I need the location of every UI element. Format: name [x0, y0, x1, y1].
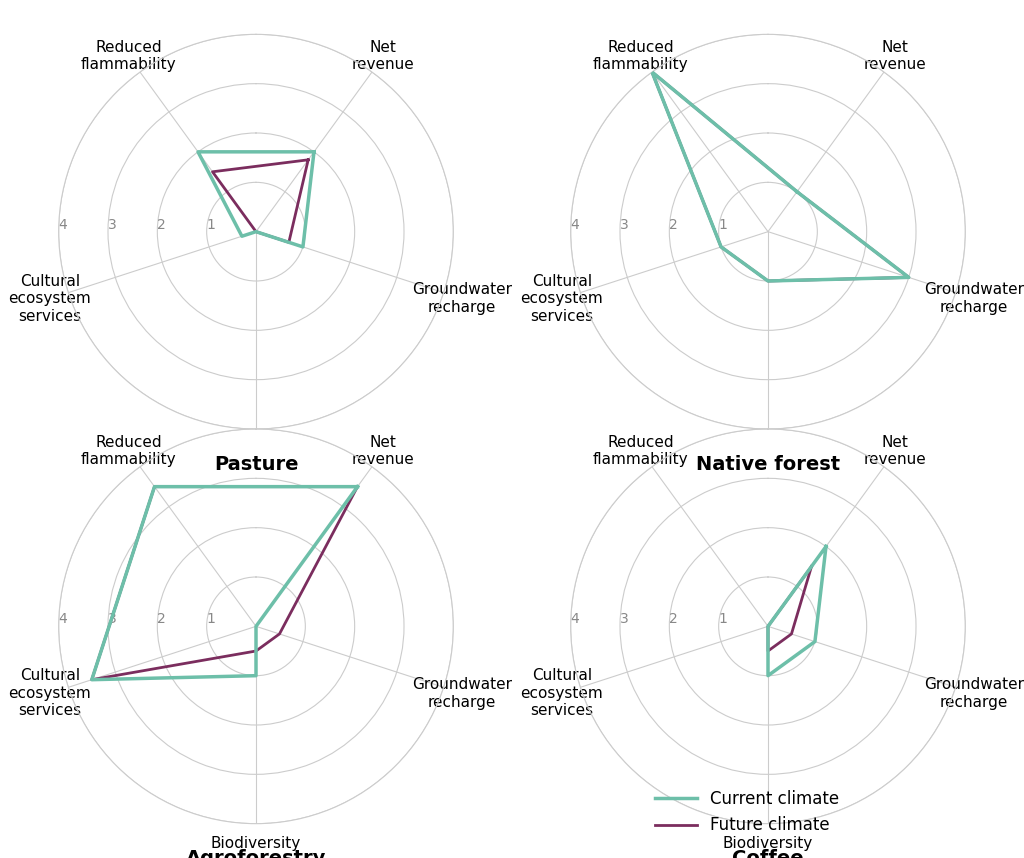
Text: Coffee: Coffee	[732, 849, 804, 858]
Legend: Current climate, Future climate: Current climate, Future climate	[649, 783, 846, 841]
Text: Pasture: Pasture	[214, 455, 298, 474]
Text: Agroforestry: Agroforestry	[185, 849, 327, 858]
Text: Native forest: Native forest	[696, 455, 840, 474]
